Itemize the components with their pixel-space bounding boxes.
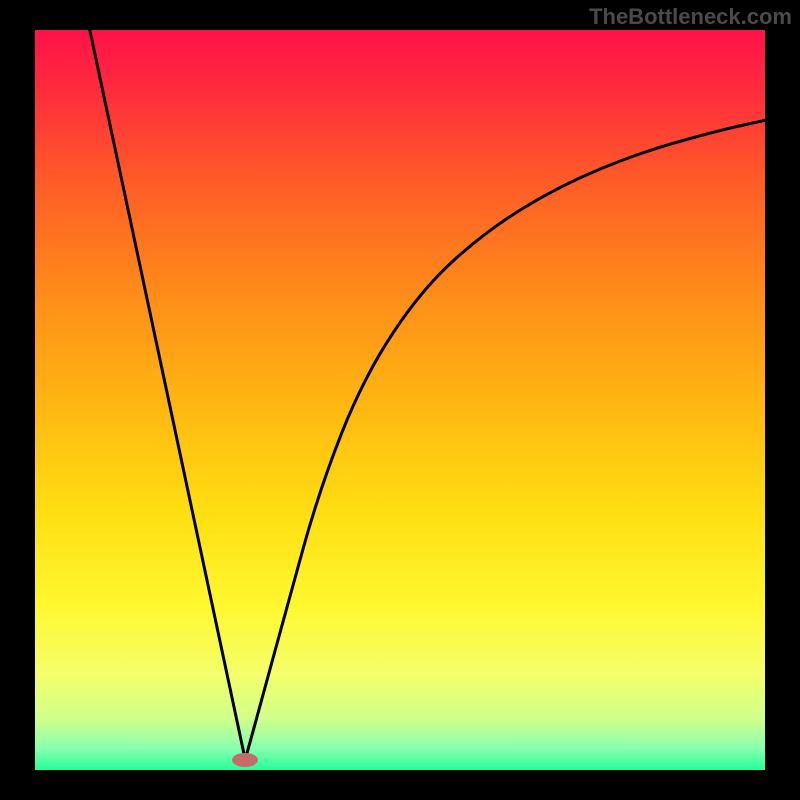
optimum-marker xyxy=(232,753,258,767)
plot-area xyxy=(35,30,765,770)
chart-canvas: TheBottleneck.com xyxy=(0,0,800,800)
curve-path xyxy=(90,30,765,760)
watermark-text: TheBottleneck.com xyxy=(589,4,792,30)
bottleneck-curve xyxy=(35,30,765,770)
